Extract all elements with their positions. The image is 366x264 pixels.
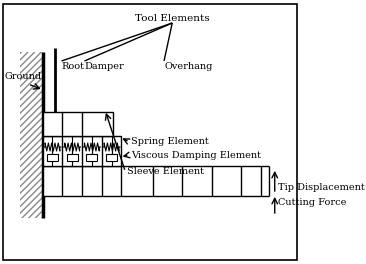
Text: Ground: Ground	[5, 72, 42, 81]
Text: Spring Element: Spring Element	[131, 138, 209, 147]
Bar	[106, 153, 117, 161]
Bar	[47, 153, 58, 161]
Bar	[67, 153, 78, 161]
Bar	[43, 112, 113, 136]
Bar	[86, 153, 97, 161]
Text: Root: Root	[61, 62, 85, 71]
Text: Damper: Damper	[85, 62, 124, 71]
Text: Tool Elements: Tool Elements	[135, 14, 210, 23]
Text: Overhang: Overhang	[164, 62, 212, 71]
Text: Viscous Damping Element: Viscous Damping Element	[131, 150, 261, 159]
Text: Sleeve Element: Sleeve Element	[127, 167, 204, 177]
Bar	[20, 52, 43, 218]
Text: Tip Displacement: Tip Displacement	[278, 183, 365, 192]
Bar	[43, 166, 261, 196]
Text: Cutting Force: Cutting Force	[278, 198, 346, 207]
Bar	[43, 136, 122, 166]
